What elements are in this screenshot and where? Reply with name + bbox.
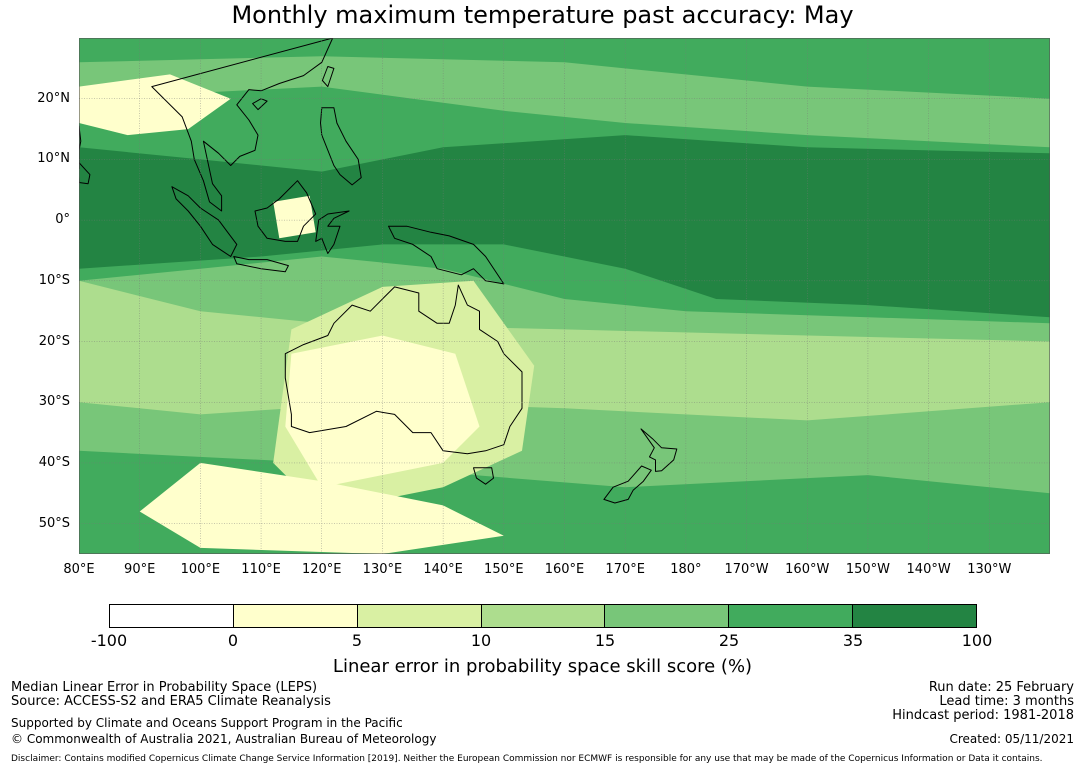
colorbar-tick-label: 25 [718, 631, 740, 650]
colorbar-segment [729, 605, 854, 627]
latitude-tick-label: 10°N [37, 151, 70, 167]
colorbar-label: Linear error in probability space skill … [332, 656, 753, 677]
latitude-tick-label: 10°S [38, 272, 70, 288]
skill-map [79, 38, 1050, 554]
longitude-tick-label: 150°W [845, 562, 891, 577]
longitude-tick-label: 80°E [63, 562, 95, 577]
map-title: Monthly maximum temperature past accurac… [231, 1, 854, 29]
colorbar-segment [605, 605, 730, 627]
new-guinea-landmass [388, 225, 505, 285]
longitude-tick-label: 180° [670, 562, 702, 577]
longitude-tick-label: 160°W [785, 562, 830, 577]
java-landmass [233, 256, 289, 273]
sri-lanka-landmass [79, 161, 91, 185]
latitude-tick-label: 0° [55, 212, 70, 228]
footer-disclaimer: Disclaimer: Contains modified Copernicus… [11, 754, 1043, 764]
footer-support: Supported by Climate and Oceans Support … [11, 716, 403, 730]
footer-copyright: © Commonwealth of Australia 2021, Austra… [11, 732, 437, 746]
longitude-tick-label: 170°E [605, 562, 645, 577]
latitude-tick-label: 50°S [38, 515, 70, 531]
colorbar-tick-label: 5 [351, 631, 363, 650]
longitude-tick-label: 160°E [544, 562, 585, 577]
colorbar-segment [233, 605, 358, 627]
longitude-tick-label: 130°W [967, 562, 1012, 577]
longitude-tick-label: 140°E [423, 562, 463, 577]
colorbar-tick-label: 0 [227, 631, 239, 650]
sumatra-landmass [171, 186, 238, 257]
longitude-tick-label: 140°W [906, 562, 951, 577]
indochina-landmass [151, 38, 334, 212]
latitude-tick-label: 20°S [38, 333, 70, 349]
colorbar-tick-label: -100 [90, 631, 128, 650]
footer-run-date: Run date: 25 February [928, 680, 1074, 695]
sulawesi-landmass [315, 210, 350, 254]
latitude-tick-label: 40°S [38, 454, 70, 470]
latitude-tick-label: 30°S [38, 394, 70, 410]
longitude-tick-label: 130°E [362, 562, 403, 577]
india-coast [79, 125, 82, 169]
longitude-tick-label: 110°E [241, 562, 281, 577]
colorbar-segment [481, 605, 606, 627]
graticule [79, 38, 1050, 554]
colorbar-tick-label: 35 [842, 631, 864, 650]
colorbar-tick-label: 10 [470, 631, 492, 650]
skill-map-canvas [79, 38, 1050, 554]
colorbar-tick-label: 100 [961, 631, 993, 650]
new-zealand-south-island [603, 465, 652, 504]
footer-hindcast: Hindcast period: 1981-2018 [892, 708, 1074, 723]
colorbar-tick-label: 15 [594, 631, 616, 650]
taiwan-landmass [321, 66, 335, 88]
zone-borneo-low [273, 195, 316, 239]
hainan-landmass [252, 98, 268, 111]
longitude-tick-label: 120°E [301, 562, 342, 577]
tasmania-landmass [473, 467, 494, 485]
latitude-tick-label: 20°N [37, 90, 70, 106]
colorbar-segment [853, 605, 977, 627]
longitude-tick-label: 150°E [484, 562, 524, 577]
footer-lead-time: Lead time: 3 months [939, 694, 1074, 709]
footer-source: Source: ACCESS-S2 and ERA5 Climate Reana… [11, 694, 331, 709]
colorbar [109, 604, 977, 628]
colorbar-segment [110, 605, 234, 627]
new-zealand-north-island [640, 428, 678, 472]
footer-created: Created: 05/11/2021 [949, 732, 1074, 746]
zone-northwest-low [79, 74, 231, 136]
longitude-tick-label: 170°W [724, 562, 769, 577]
map-frame [79, 38, 1050, 554]
footer-leps: Median Linear Error in Probability Space… [11, 680, 318, 695]
longitude-tick-label: 100°E [180, 562, 221, 577]
longitude-tick-label: 90°E [124, 562, 156, 577]
colorbar-segment [357, 605, 482, 627]
